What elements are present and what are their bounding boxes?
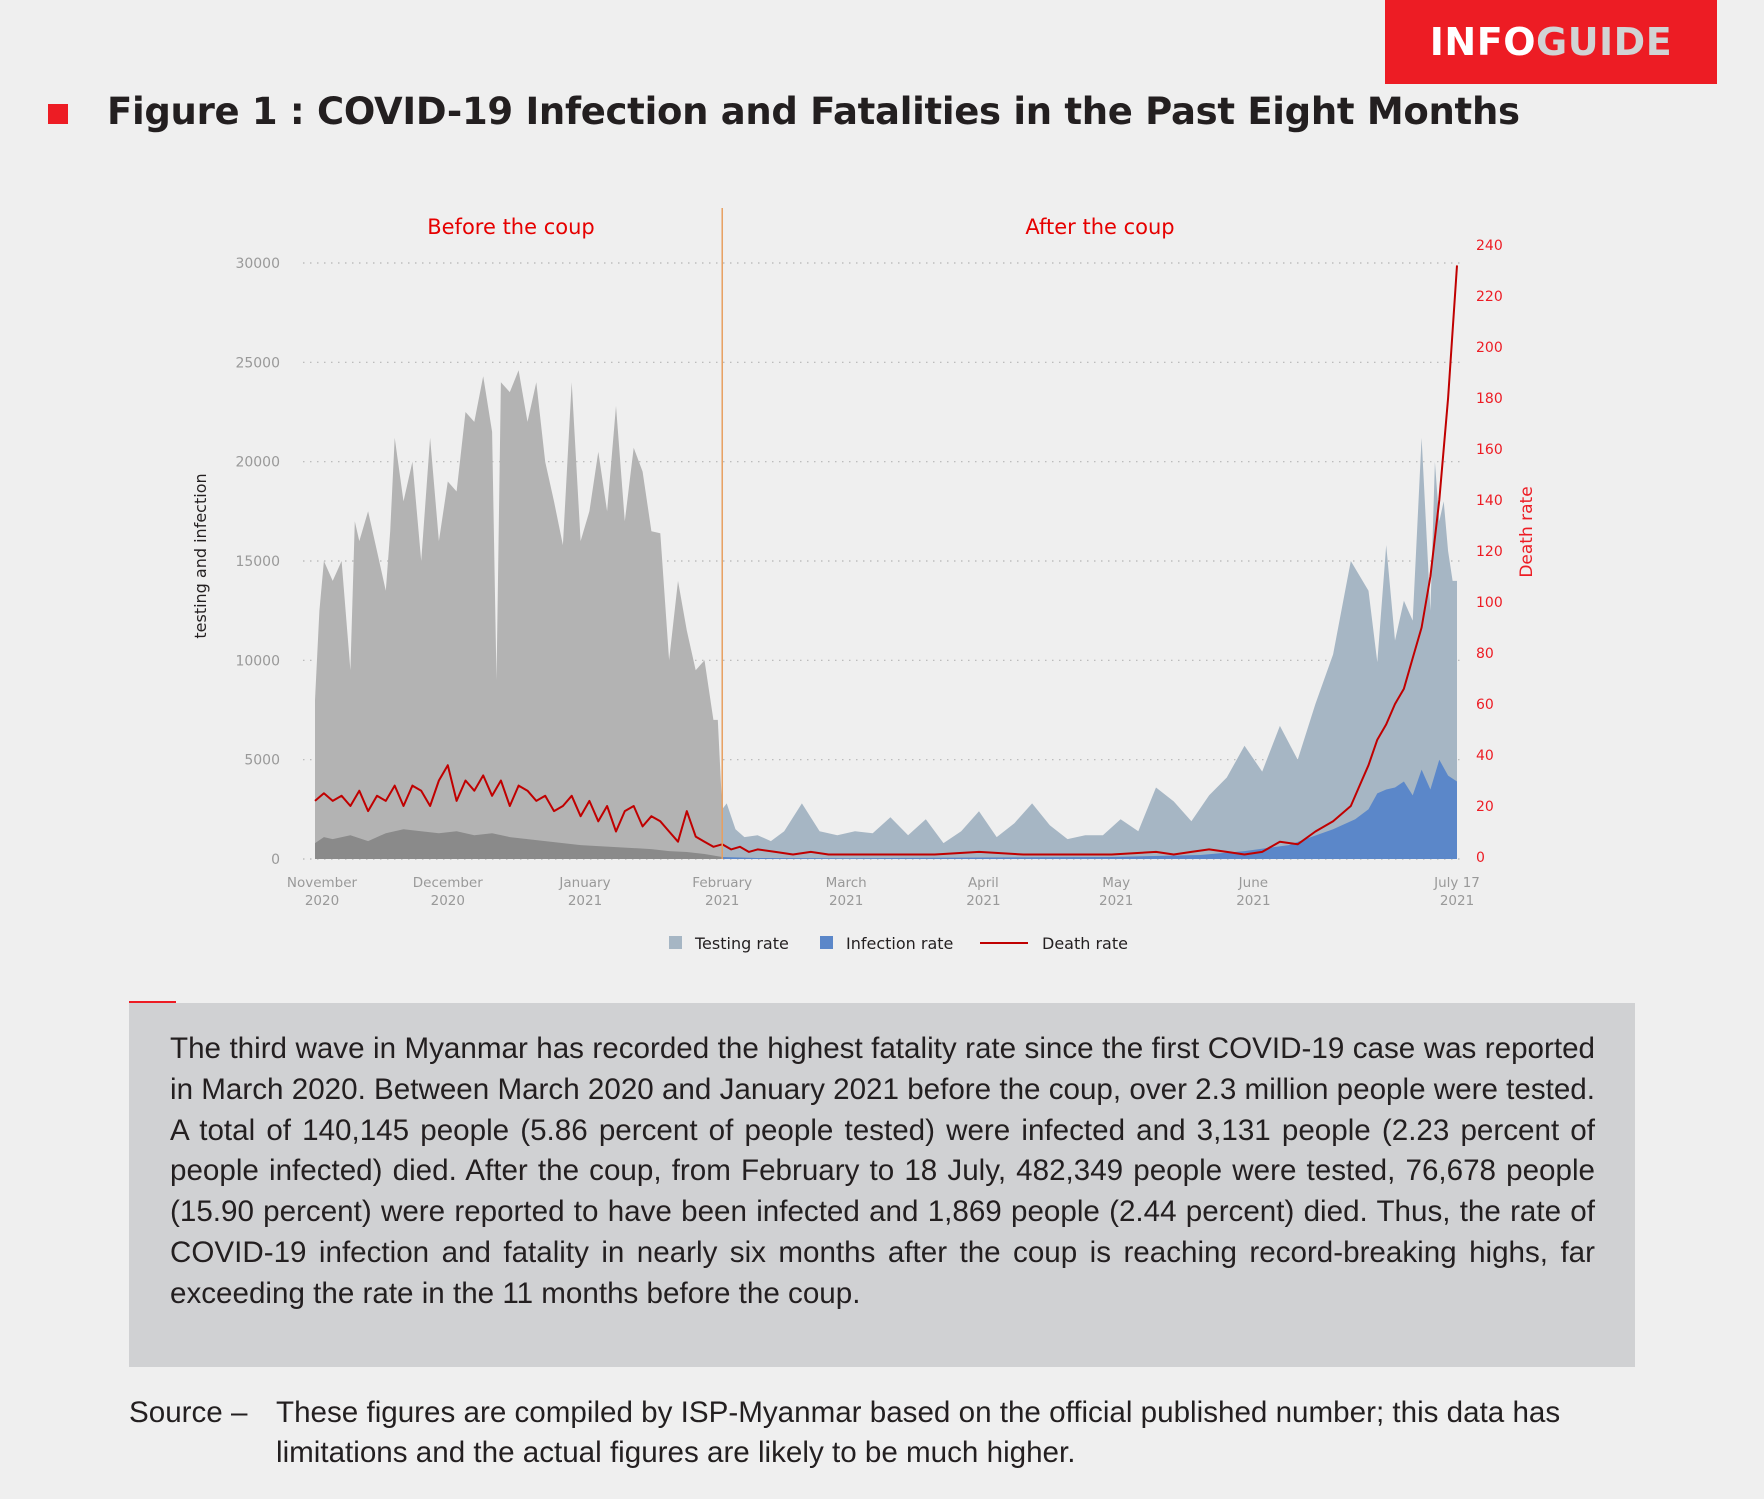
right-y-tick-label: 240 <box>1476 238 1503 254</box>
x-tick-month: July 17 <box>1433 875 1480 891</box>
legend-death-label: Death rate <box>1042 934 1128 953</box>
x-tick-month: December <box>413 875 483 891</box>
right-y-tick-label: 20 <box>1476 799 1494 815</box>
right-y-tick-label: 140 <box>1476 493 1503 509</box>
legend-testing-swatch <box>669 936 682 949</box>
left-y-tick-label: 0 <box>271 852 280 868</box>
testing-area-after <box>722 437 1457 859</box>
right-y-tick-label: 80 <box>1476 646 1494 662</box>
x-tick-month: April <box>968 875 999 891</box>
area-series <box>315 370 1457 859</box>
infoguide-logo: INFO GUIDE <box>1385 0 1717 84</box>
right-y-tick-label: 0 <box>1476 850 1485 866</box>
x-tick-year: 2021 <box>1236 893 1270 909</box>
covid-chart: Before the coup After the coup 050001000… <box>191 208 1537 953</box>
before-coup-label: Before the coup <box>427 215 595 239</box>
x-tick-year: 2021 <box>1099 893 1133 909</box>
infection-area-after <box>722 759 1457 859</box>
x-tick-month: November <box>287 875 358 891</box>
x-tick-month: May <box>1102 875 1130 891</box>
logo-part-info: INFO <box>1429 20 1536 64</box>
legend-infection: Infection rate <box>820 934 953 953</box>
right-y-tick-label: 120 <box>1476 544 1503 560</box>
right-y-axis-label: Death rate <box>1517 486 1537 577</box>
left-y-tick-label: 15000 <box>235 554 280 570</box>
source-text: These figures are compiled by ISP-Myanma… <box>276 1396 1561 1469</box>
left-y-tick-label: 20000 <box>235 455 280 471</box>
after-coup-label: After the coup <box>1025 215 1174 239</box>
x-tick-year: 2021 <box>829 893 863 909</box>
legend-testing-label: Testing rate <box>694 934 789 953</box>
testing-area-before <box>315 370 723 859</box>
left-y-tick-label: 5000 <box>244 753 280 769</box>
death-rate-line <box>314 265 1458 856</box>
left-y-axis-label: testing and infection <box>191 473 210 638</box>
x-tick-month: June <box>1238 875 1268 891</box>
left-y-tick-label: 25000 <box>235 355 280 371</box>
title-bullet-icon <box>48 104 68 124</box>
legend-death: Death rate <box>980 934 1128 953</box>
source-note: Source – These figures are compiled by I… <box>129 1393 1649 1473</box>
x-tick-year: 2021 <box>966 893 1000 909</box>
x-tick-year: 2021 <box>568 893 602 909</box>
right-y-tick-label: 40 <box>1476 748 1494 764</box>
x-tick-year: 2021 <box>1440 893 1474 909</box>
line-series <box>314 265 1458 856</box>
left-y-tick-label: 30000 <box>235 256 280 272</box>
x-axis-ticks: November 2020 December 2020 January 2021 Febru… <box>287 875 1480 909</box>
right-y-tick-label: 200 <box>1476 340 1503 356</box>
left-y-tick-label: 10000 <box>235 653 280 669</box>
right-y-tick-label: 100 <box>1476 595 1503 611</box>
x-tick-month: March <box>826 875 867 891</box>
infection-area-before <box>315 829 723 859</box>
legend-infection-label: Infection rate <box>846 934 953 953</box>
right-y-axis-ticks: 0 20 40 60 80 100 120 140 160 180 200 220 240 <box>1476 238 1503 866</box>
x-tick-year: 2020 <box>305 893 339 909</box>
x-tick-month: February <box>692 875 752 891</box>
x-tick-month: January <box>558 875 610 891</box>
right-y-tick-label: 220 <box>1476 289 1503 305</box>
x-tick-year: 2020 <box>431 893 465 909</box>
figure-title: Figure 1 : COVID-19 Infection and Fatali… <box>107 90 1520 133</box>
chart-legend: Testing rate Infection rate Death rate <box>669 934 1128 953</box>
source-label: Source – <box>129 1396 248 1429</box>
legend-testing: Testing rate <box>669 934 789 953</box>
right-y-tick-label: 60 <box>1476 697 1494 713</box>
right-y-tick-label: 160 <box>1476 442 1503 458</box>
x-tick-year: 2021 <box>705 893 739 909</box>
legend-infection-swatch <box>820 936 833 949</box>
right-y-tick-label: 180 <box>1476 391 1503 407</box>
logo-part-guide: GUIDE <box>1536 20 1673 64</box>
summary-box: The third wave in Myanmar has recorded t… <box>129 1003 1635 1367</box>
summary-text: The third wave in Myanmar has recorded t… <box>170 1032 1595 1310</box>
left-y-axis-ticks: 0 5000 10000 15000 20000 25000 30000 <box>235 256 280 868</box>
